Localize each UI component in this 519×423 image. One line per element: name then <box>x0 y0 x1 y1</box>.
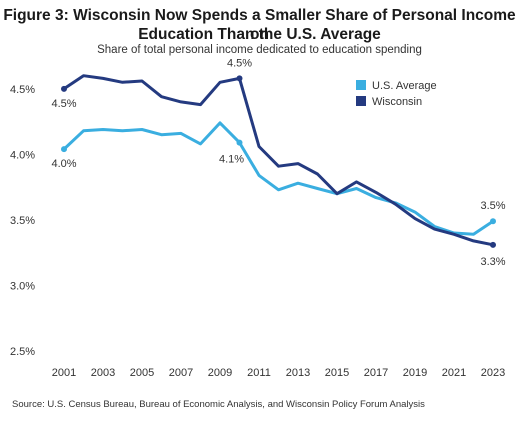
series-line-wisconsin <box>62 74 495 247</box>
x-tick-label: 2023 <box>481 367 505 379</box>
chart-title-line-2: Education Than the U.S. Average <box>138 26 381 43</box>
legend-label: U.S. Average <box>372 80 437 92</box>
series-lines <box>61 74 496 248</box>
data-point-marker <box>490 241 496 248</box>
chart-subtitle: Share of total personal income dedicated… <box>97 44 422 56</box>
legend-swatch <box>356 80 366 90</box>
y-axis: 2.5% 3.0% 3.5% 4.0% 4.5% <box>10 84 35 358</box>
x-tick-label: 2017 <box>364 367 388 379</box>
legend-swatch <box>356 96 366 106</box>
data-point-marker <box>236 139 243 146</box>
data-label: 4.0% <box>51 158 76 170</box>
y-tick-label: 4.0% <box>10 149 35 161</box>
x-tick-label: 2005 <box>130 367 154 379</box>
x-tick-label: 2009 <box>208 367 232 379</box>
data-labels: 4.5% 4.0% 4.5% 4.1% 3.5% 3.3% <box>51 57 505 267</box>
data-point-marker <box>61 146 67 153</box>
x-tick-label: 2011 <box>247 367 271 379</box>
y-tick-label: 2.5% <box>10 346 35 358</box>
x-tick-label: 2013 <box>286 367 310 379</box>
data-label: 3.3% <box>480 256 505 268</box>
series-line-us-average <box>62 121 495 236</box>
x-tick-label: 2003 <box>91 367 115 379</box>
data-label: 4.5% <box>227 57 252 69</box>
legend-label: Wisconsin <box>372 96 422 108</box>
data-label: 4.1% <box>219 154 244 166</box>
x-tick-label: 2021 <box>442 367 466 379</box>
data-point-marker <box>236 75 243 82</box>
data-label: 4.5% <box>51 98 76 110</box>
source-note: Source: U.S. Census Bureau, Bureau of Ec… <box>12 399 425 410</box>
y-tick-label: 3.0% <box>10 280 35 292</box>
data-point-marker <box>61 85 67 92</box>
x-axis: 2001 2003 2005 2007 2009 2011 2013 2015 2017 2019… <box>52 367 505 379</box>
data-label: 3.5% <box>480 200 505 212</box>
data-point-marker <box>490 218 496 225</box>
x-tick-label: 2007 <box>169 367 193 379</box>
x-tick-label: 2019 <box>403 367 427 379</box>
x-tick-label: 2001 <box>52 367 76 379</box>
y-tick-label: 4.5% <box>10 84 35 96</box>
chart-title-line-1: Figure 3: Wisconsin Now Spends a Smaller… <box>3 7 516 43</box>
legend: U.S. Average Wisconsin <box>356 80 437 108</box>
y-tick-label: 3.5% <box>10 215 35 227</box>
x-tick-label: 2015 <box>325 367 349 379</box>
